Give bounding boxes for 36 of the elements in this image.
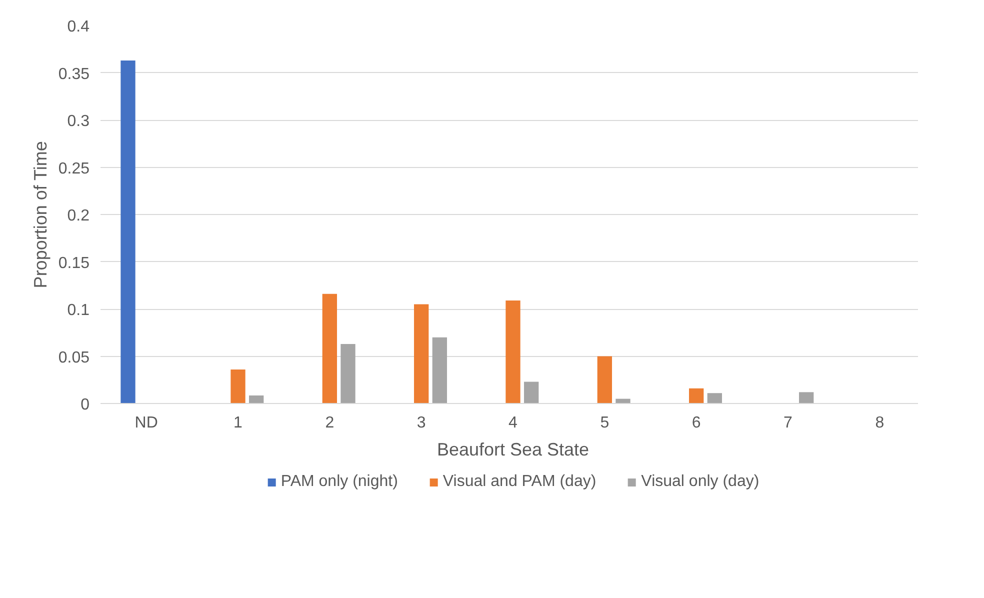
y-tick-label: 0.3 <box>67 113 90 130</box>
bar <box>524 382 539 404</box>
x-tick-label: 2 <box>325 414 334 432</box>
x-tick-label: 7 <box>784 414 793 432</box>
y-tick-label: 0.4 <box>67 18 90 36</box>
bar <box>414 304 429 404</box>
x-axis-title: Beaufort Sea State <box>436 440 590 460</box>
x-tick-label: ND <box>134 414 158 432</box>
x-tick-label: 5 <box>600 414 610 432</box>
y-tick-label: 0.05 <box>58 349 90 366</box>
legend-label: PAM only (night) <box>280 473 398 491</box>
x-tick-label: 3 <box>416 414 426 432</box>
x-tick-label: 1 <box>234 414 243 432</box>
bar <box>249 395 264 404</box>
bar <box>432 337 447 404</box>
y-axis-title: Proportion of Time <box>30 141 50 288</box>
y-tick-label: 0.35 <box>58 66 90 83</box>
bar <box>340 344 356 404</box>
bar <box>120 60 136 404</box>
bar <box>689 388 704 404</box>
y-tick-label: 0.2 <box>67 208 90 224</box>
legend-label: Visual only (day) <box>641 473 760 491</box>
bar <box>230 369 246 404</box>
x-tick-label: 8 <box>875 414 884 432</box>
bar <box>506 300 520 404</box>
x-tick-label: 6 <box>692 414 701 432</box>
y-tick-label: 0.15 <box>58 254 90 272</box>
legend-label: Visual and PAM (day) <box>442 473 596 491</box>
bar <box>707 393 722 404</box>
y-tick-label: 0.1 <box>67 302 90 319</box>
bar <box>799 392 814 404</box>
bar <box>322 294 337 404</box>
y-tick-label: 0 <box>80 396 90 414</box>
x-tick-label: 4 <box>508 414 518 432</box>
y-tick-label: 0.25 <box>58 160 90 178</box>
bar <box>597 356 612 404</box>
